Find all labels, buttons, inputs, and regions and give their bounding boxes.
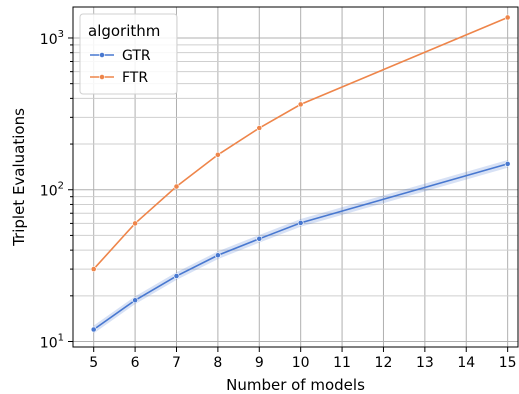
legend-entry-gtr: GTR xyxy=(122,48,151,64)
x-tick-label: 11 xyxy=(333,355,351,371)
confidence-bands xyxy=(93,160,508,334)
x-tick-label: 9 xyxy=(255,355,264,371)
data-point-gtr xyxy=(297,219,304,226)
data-point-gtr xyxy=(90,326,97,333)
x-tick-label: 5 xyxy=(89,355,98,371)
data-point-ftr xyxy=(214,151,221,158)
legend-title: algorithm xyxy=(88,22,160,40)
x-tick-label: 8 xyxy=(213,355,222,371)
series-points xyxy=(90,14,511,333)
y-tick-label: 103 xyxy=(40,29,64,48)
y-axis: 101 102 103 xyxy=(40,29,73,352)
data-point-gtr xyxy=(132,297,138,304)
data-point-ftr xyxy=(90,266,97,272)
y-axis-label: Triplet Evaluations xyxy=(10,108,28,247)
data-point-gtr xyxy=(504,161,511,167)
x-axis-label: Number of models xyxy=(226,376,365,394)
data-point-ftr xyxy=(504,14,511,21)
data-point-ftr xyxy=(173,183,180,190)
y-tick-label: 101 xyxy=(40,333,64,352)
legend-swatch-point-ftr xyxy=(99,74,105,80)
legend-box xyxy=(79,13,178,95)
x-tick-label: 6 xyxy=(131,355,140,371)
data-point-ftr xyxy=(297,101,304,108)
x-axis: 5 6 7 8 9 10 11 12 13 14 15 xyxy=(89,347,517,371)
legend-swatch-point-gtr xyxy=(99,52,105,58)
plot-frame xyxy=(72,6,519,348)
x-tick-label: 14 xyxy=(457,355,475,371)
x-tick-label: 10 xyxy=(292,355,310,371)
data-point-gtr xyxy=(256,235,263,242)
legend: algorithm GTR FTR xyxy=(79,13,178,95)
data-point-gtr xyxy=(173,273,180,279)
y-tick-label: 102 xyxy=(40,181,64,200)
x-tick-label: 12 xyxy=(375,355,393,371)
data-point-ftr xyxy=(256,125,263,131)
legend-entry-ftr: FTR xyxy=(122,70,148,86)
data-point-ftr xyxy=(132,220,138,227)
x-tick-label: 7 xyxy=(172,355,181,371)
series-band-gtr xyxy=(93,160,508,334)
data-point-gtr xyxy=(214,252,221,259)
x-tick-label: 15 xyxy=(499,355,517,371)
x-tick-label: 13 xyxy=(416,355,434,371)
